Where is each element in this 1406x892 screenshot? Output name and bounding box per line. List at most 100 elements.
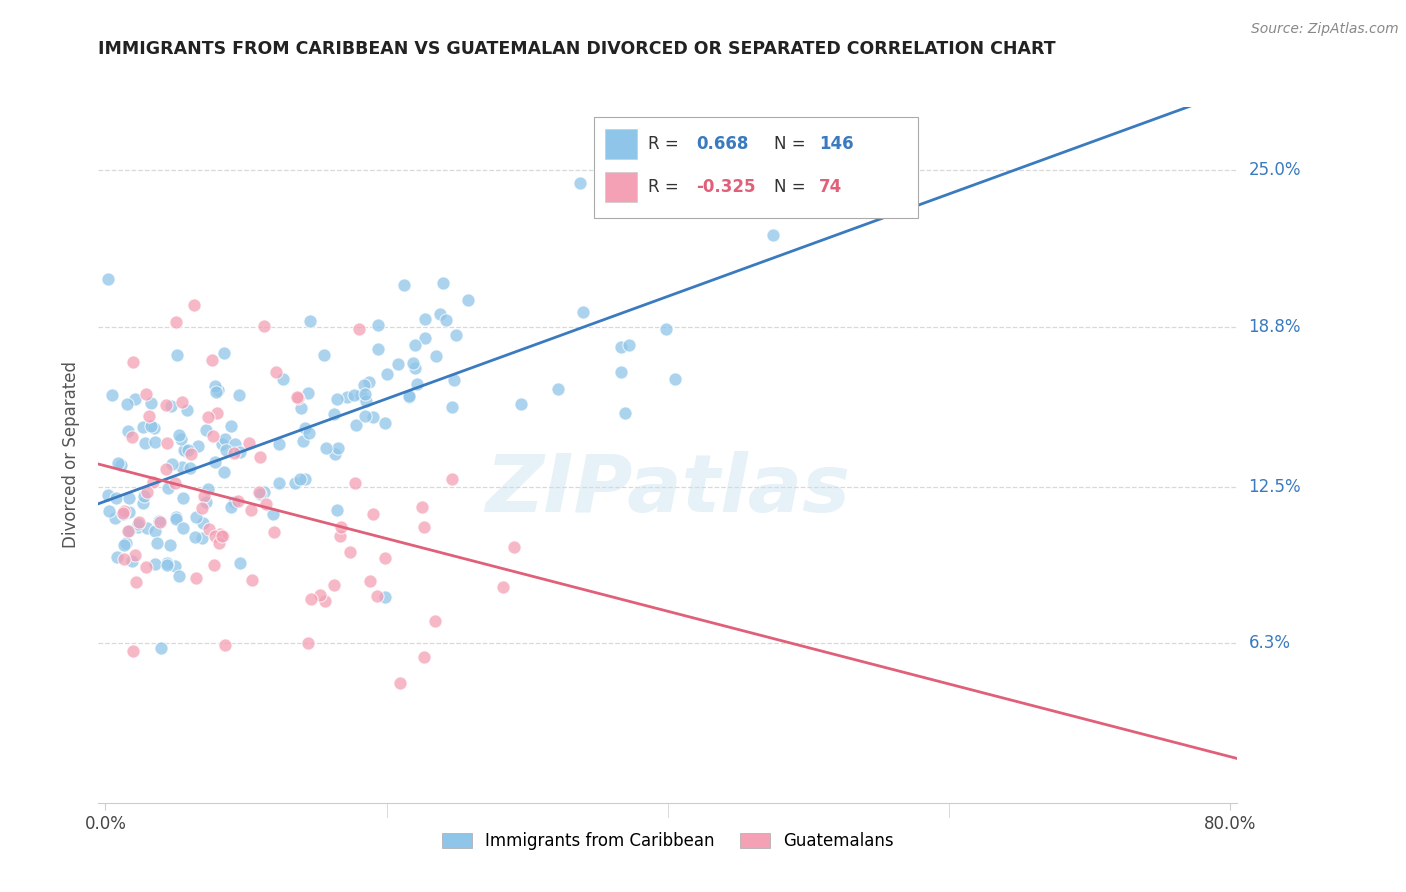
Point — [204, 455, 226, 469]
Point — [198, 522, 221, 536]
Point — [208, 536, 231, 550]
Point — [167, 428, 190, 442]
Point — [117, 424, 139, 438]
Point — [103, 511, 125, 525]
Point — [228, 388, 250, 402]
Point — [440, 401, 463, 415]
FancyBboxPatch shape — [605, 128, 637, 159]
Point — [205, 406, 228, 420]
Point — [343, 476, 366, 491]
Point — [122, 355, 145, 369]
Point — [163, 476, 186, 491]
Point — [156, 435, 179, 450]
Point — [412, 520, 434, 534]
Point — [326, 392, 349, 406]
Point — [367, 318, 389, 333]
Point — [425, 349, 447, 363]
Point — [359, 574, 381, 588]
Point — [434, 312, 457, 326]
Point — [285, 390, 308, 404]
Point — [115, 536, 138, 550]
Point — [174, 443, 197, 458]
Point — [132, 420, 155, 434]
Point — [350, 388, 373, 402]
Point — [238, 436, 260, 450]
Legend: Immigrants from Caribbean, Guatemalans: Immigrants from Caribbean, Guatemalans — [436, 826, 900, 857]
Point — [191, 501, 214, 516]
Point — [139, 396, 162, 410]
Point — [214, 432, 236, 446]
Point — [156, 481, 179, 495]
Point — [299, 591, 322, 606]
Point — [312, 348, 335, 362]
Text: 74: 74 — [820, 178, 842, 196]
Point — [155, 462, 177, 476]
Point — [284, 475, 307, 490]
Point — [444, 328, 467, 343]
Point — [118, 491, 141, 505]
Point — [374, 551, 396, 566]
Point — [387, 357, 409, 371]
Point — [207, 383, 229, 397]
Point — [117, 397, 139, 411]
Point — [139, 418, 162, 433]
Point — [253, 318, 276, 333]
Point — [298, 425, 321, 440]
Point — [323, 578, 346, 592]
Point — [160, 457, 183, 471]
Point — [212, 529, 235, 543]
Point — [367, 342, 389, 356]
Point — [121, 554, 143, 568]
Text: -0.325: -0.325 — [696, 178, 756, 196]
Point — [354, 387, 377, 401]
Point — [112, 552, 135, 566]
Point — [197, 482, 219, 496]
Point — [247, 485, 270, 500]
Point — [176, 403, 198, 417]
Point — [614, 406, 637, 420]
Point — [510, 397, 533, 411]
Point — [134, 490, 156, 504]
Point — [415, 312, 437, 326]
Point — [146, 536, 169, 550]
Point — [443, 372, 465, 386]
Point — [492, 580, 515, 594]
Point — [762, 227, 785, 242]
Point — [172, 491, 194, 505]
Point — [361, 507, 384, 521]
Point — [167, 569, 190, 583]
Point — [166, 347, 188, 361]
Point — [111, 508, 134, 522]
Point — [291, 434, 314, 448]
Point — [294, 420, 316, 434]
Point — [193, 516, 215, 530]
Text: N =: N = — [773, 178, 811, 196]
Point — [142, 475, 165, 489]
Point — [101, 388, 124, 402]
Point — [211, 529, 233, 543]
Point — [267, 437, 290, 451]
Point — [173, 442, 195, 457]
Point — [224, 446, 246, 460]
Point — [267, 475, 290, 490]
Point — [124, 575, 146, 590]
Point — [127, 520, 149, 534]
Point — [547, 382, 569, 396]
Point — [357, 375, 380, 389]
Point — [184, 530, 207, 544]
Point — [143, 434, 166, 449]
Point — [388, 675, 411, 690]
Point — [287, 391, 309, 405]
Point — [118, 524, 141, 538]
Point — [172, 459, 194, 474]
Point — [104, 491, 127, 505]
Point — [149, 515, 172, 529]
Point — [413, 331, 436, 345]
Point — [609, 365, 631, 379]
Point — [201, 352, 224, 367]
Point — [411, 500, 433, 514]
Point — [136, 521, 159, 535]
Point — [326, 503, 349, 517]
Point — [195, 423, 218, 437]
Text: 12.5%: 12.5% — [1249, 477, 1301, 496]
